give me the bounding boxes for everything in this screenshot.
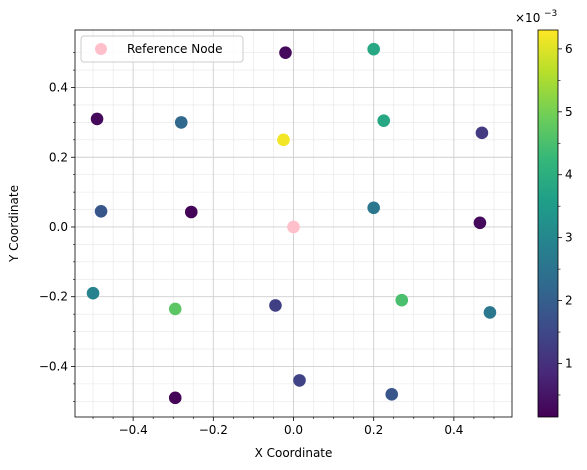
data-point (377, 114, 391, 127)
data-point (90, 112, 104, 126)
y-axis-label: Y Coordinate (7, 185, 21, 263)
data-points (86, 42, 497, 405)
colorbar-tick-label: 3 (565, 231, 573, 245)
y-tick-label: 0.2 (49, 150, 68, 164)
data-point (174, 116, 188, 129)
data-point (293, 374, 306, 387)
data-point (269, 299, 282, 312)
data-point (86, 286, 100, 300)
x-tick-label: −0.4 (119, 423, 148, 437)
legend-box (80, 35, 244, 63)
data-point (367, 42, 380, 56)
colorbar (537, 29, 559, 418)
y-tick-label: −0.2 (39, 290, 68, 304)
x-axis-label: X Coordinate (255, 446, 333, 460)
colorbar-tick-label: 4 (565, 168, 573, 182)
data-point (168, 391, 182, 405)
data-point (367, 201, 380, 215)
data-point (94, 204, 108, 218)
data-point (279, 46, 292, 59)
colorbar-tick-label: 2 (565, 294, 573, 308)
y-tick-label: −0.4 (39, 359, 68, 373)
data-point (277, 133, 290, 147)
colorbar-ticks: 1 2 3 4 5 6 (558, 42, 573, 396)
x-tick-label: 0.4 (444, 423, 463, 437)
legend: Reference Node (80, 35, 244, 63)
data-point (385, 388, 399, 401)
x-axis-ticks: −0.4 −0.2 0.0 0.2 0.4 (92, 417, 495, 437)
colorbar-scale-label: ×10 −3 (515, 9, 557, 25)
data-point (184, 205, 198, 219)
reference-node-point (287, 220, 300, 234)
data-point (168, 302, 182, 316)
legend-label: Reference Node (127, 42, 223, 56)
colorbar-tick-label: 5 (565, 105, 573, 119)
y-axis-ticks: −0.4 −0.2 0.0 0.2 0.4 (39, 52, 75, 402)
legend-reference-node-marker (95, 43, 107, 55)
x-tick-label: −0.2 (199, 423, 228, 437)
x-tick-label: 0.2 (364, 423, 383, 437)
data-point (483, 306, 497, 319)
data-point (473, 216, 487, 230)
colorbar-scale-base: ×10 (515, 11, 540, 25)
x-tick-label: 0.0 (284, 423, 303, 437)
colorbar-tick-label: 6 (565, 42, 573, 56)
y-tick-label: 0.0 (49, 220, 68, 234)
data-point (395, 293, 409, 307)
data-point (475, 126, 489, 140)
colorbar-scale-exponent: −3 (544, 9, 557, 19)
colorbar-tick-label: 1 (565, 357, 573, 371)
major-gridlines (75, 30, 512, 417)
y-tick-label: 0.4 (49, 81, 68, 95)
